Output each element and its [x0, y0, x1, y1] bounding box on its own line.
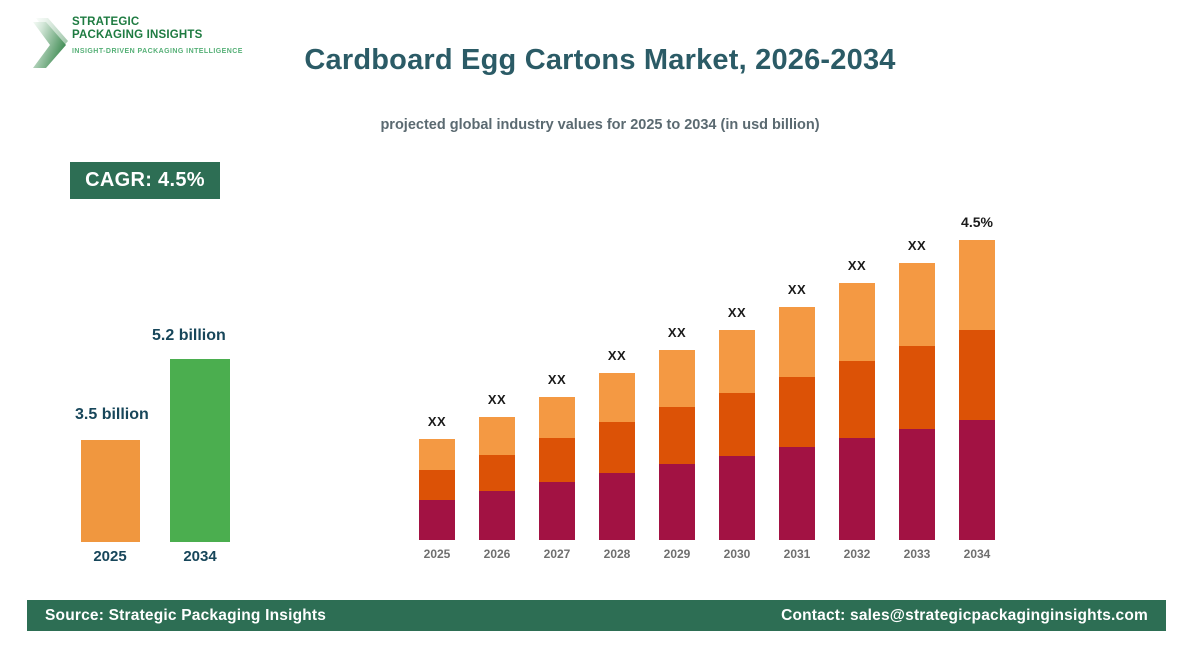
- bar-value-label-2032: XX: [847, 258, 867, 273]
- segment-bottom: [899, 429, 935, 540]
- bar-value-label-2029: XX: [667, 325, 687, 340]
- segment-top: [959, 240, 995, 330]
- segment-middle: [659, 407, 695, 464]
- stacked-bar-2031: [779, 307, 815, 540]
- stacked-bar-2032: [839, 283, 875, 540]
- footer-contact-text: Contact: sales@strategicpackaginginsight…: [781, 606, 1148, 624]
- bar-value-label-2026: XX: [487, 392, 507, 407]
- segment-middle: [959, 330, 995, 420]
- x-axis-label-2033: 2033: [903, 547, 931, 561]
- segment-top: [539, 397, 575, 438]
- segment-middle: [479, 455, 515, 491]
- stacked-bar-2034: [959, 240, 995, 540]
- segment-top: [599, 373, 635, 422]
- chevron-arrow-logo-icon: [33, 18, 68, 68]
- segment-bottom: [839, 438, 875, 540]
- x-axis-label-2031: 2031: [783, 547, 811, 561]
- logo-text: STRATEGIC PACKAGING INSIGHTS INSIGHT-DRI…: [72, 16, 243, 55]
- footer-bar: Source: Strategic Packaging Insights Con…: [27, 600, 1166, 631]
- segment-bottom: [599, 473, 635, 540]
- segment-top: [719, 330, 755, 393]
- logo-line1: STRATEGIC: [72, 16, 140, 28]
- stacked-bar-2033: [899, 263, 935, 540]
- segment-middle: [719, 393, 755, 456]
- stacked-bar-chart: XX 2025 XX 2026 XX 2027 XX 2028 XX 2029 XX 2030 XX 20…: [419, 200, 1019, 561]
- segment-top: [659, 350, 695, 407]
- segment-middle: [419, 470, 455, 500]
- segment-bottom: [659, 464, 695, 540]
- segment-bottom: [539, 482, 575, 540]
- stacked-bar-2027: [539, 397, 575, 540]
- summary-bar-2025: [81, 440, 140, 542]
- segment-bottom: [959, 420, 995, 540]
- footer-source-text: Source: Strategic Packaging Insights: [45, 606, 327, 624]
- company-logo: STRATEGIC PACKAGING INSIGHTS INSIGHT-DRI…: [33, 14, 353, 78]
- segment-middle: [599, 422, 635, 473]
- bar-value-label-2030: XX: [727, 305, 747, 320]
- stacked-bar-2026: [479, 417, 515, 540]
- summary-axis-label-2034: 2034: [183, 548, 217, 565]
- summary-value-label-2034: 5.2 billion: [152, 327, 226, 344]
- segment-middle: [899, 346, 935, 429]
- segment-bottom: [779, 447, 815, 540]
- segment-bottom: [479, 491, 515, 540]
- segment-middle: [839, 361, 875, 438]
- logo-line2: PACKAGING INSIGHTS: [72, 29, 203, 41]
- x-axis-label-2034: 2034: [963, 547, 991, 561]
- segment-top: [839, 283, 875, 361]
- x-axis-label-2028: 2028: [603, 547, 631, 561]
- bar-value-label-2033: XX: [907, 238, 927, 253]
- page-title: Cardboard Egg Cartons Market, 2026-2034: [304, 44, 896, 76]
- segment-bottom: [719, 456, 755, 540]
- x-axis-label-2032: 2032: [843, 547, 871, 561]
- segment-middle: [779, 377, 815, 447]
- bar-value-label-2025: XX: [427, 414, 447, 429]
- segment-bottom: [419, 500, 455, 540]
- summary-value-label-2025: 3.5 billion: [75, 406, 149, 423]
- stacked-bar-2029: [659, 350, 695, 540]
- x-axis-label-2025: 2025: [423, 547, 451, 561]
- segment-top: [419, 439, 455, 470]
- stacked-bar-2028: [599, 373, 635, 540]
- stacked-bar-2025: [419, 439, 455, 540]
- bar-value-label-2028: XX: [607, 348, 627, 363]
- bar-value-label-2031: XX: [787, 282, 807, 297]
- summary-bar-2034: [170, 359, 230, 542]
- segment-top: [779, 307, 815, 377]
- logo-tagline: INSIGHT-DRIVEN PACKAGING INTELLIGENCE: [72, 48, 243, 55]
- x-axis-label-2027: 2027: [543, 547, 571, 561]
- page-subtitle: projected global industry values for 202…: [380, 117, 820, 133]
- segment-top: [899, 263, 935, 346]
- x-axis-label-2030: 2030: [723, 547, 751, 561]
- bar-value-label-2027: XX: [547, 372, 567, 387]
- cagr-badge: CAGR: 4.5%: [70, 162, 220, 199]
- segment-top: [479, 417, 515, 455]
- segment-middle: [539, 438, 575, 482]
- bar-value-label-2034: 4.5%: [961, 214, 993, 230]
- x-axis-label-2029: 2029: [663, 547, 691, 561]
- stacked-bar-2030: [719, 330, 755, 540]
- x-axis-label-2026: 2026: [483, 547, 511, 561]
- summary-axis-label-2025: 2025: [93, 548, 127, 565]
